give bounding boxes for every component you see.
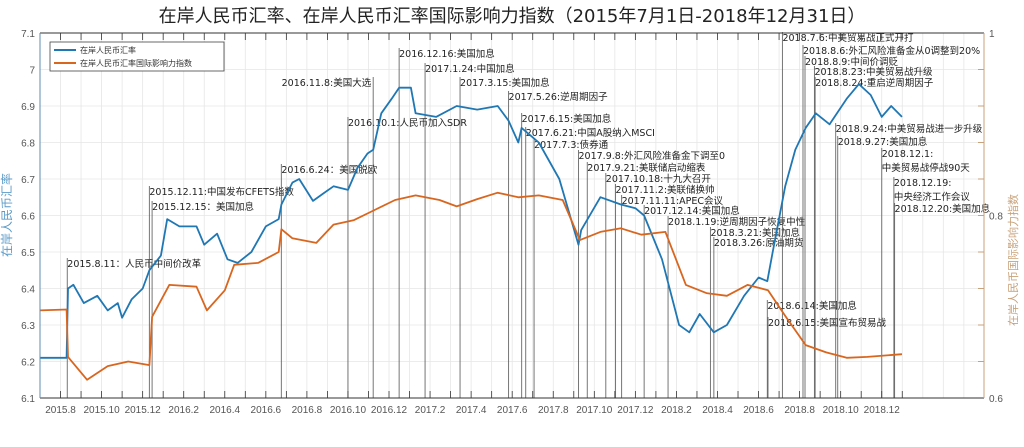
x-tick-label: 2017.6	[497, 405, 528, 416]
axes: 6.16.26.36.46.56.66.76.86.977.10.60.8120…	[21, 29, 1003, 416]
x-tick-label: 2018.4	[702, 405, 733, 416]
y2-tick-label: 1	[989, 29, 995, 40]
event-label: 2017.9.21:美联储启动缩表	[587, 162, 706, 174]
x-tick-label: 2018.2	[661, 405, 692, 416]
y-tick-label: 7	[29, 66, 35, 77]
event-label: 2017.7.3:债券通	[534, 139, 609, 151]
x-tick-label: 2018.6	[743, 405, 774, 416]
x-tick-label: 2017.8	[538, 405, 569, 416]
event-label: 2018.6.15:美国宣布贸易战	[768, 317, 887, 329]
event-label: 2018.8.23:中美贸易战升级	[814, 66, 933, 78]
event-label: 2018.9.24:中美贸易战进一步升级	[836, 123, 983, 135]
series-line-rate	[40, 83, 903, 359]
x-tick-label: 2018.10	[823, 405, 860, 416]
event-label: 中央经济工作会议	[894, 191, 971, 203]
y2-tick-label: 0.8	[989, 212, 1003, 223]
x-tick-label: 2017.2	[415, 405, 446, 416]
event-label: 2018.9.27:美国加息	[838, 136, 928, 148]
x-tick-label: 2016.4	[209, 405, 240, 416]
legend-box	[49, 41, 225, 72]
event-label: 2016.10.1:人民币加入SDR	[348, 118, 467, 129]
y-tick-label: 6.7	[21, 175, 35, 186]
x-tick-label: 2016.10	[330, 405, 367, 416]
y2-tick-label: 0.6	[989, 394, 1003, 405]
event-label: 2017.6.21:中国A股纳入MSCI	[526, 127, 655, 139]
y-tick-label: 6.2	[21, 358, 35, 369]
event-label: 2017.12.14:美国加息	[644, 205, 740, 217]
event-label: 2017.6.15:美国加息	[522, 113, 612, 125]
event-label: 2017.11.11:APEC会议	[622, 195, 724, 207]
event-label: 2017.5.26:逆周期因子	[509, 91, 609, 103]
event-label: 2017.10.18:十九大召开	[606, 173, 712, 185]
y-axis-label: 在岸人民币汇率	[0, 173, 14, 257]
event-label: 2015.12.15：美国加息	[152, 201, 254, 213]
event-label: 2017.1.24:中国加息	[425, 63, 515, 75]
x-tick-label: 2018.8	[784, 405, 815, 416]
x-tick-label: 2016.12	[371, 405, 408, 416]
y-tick-label: 6.9	[21, 102, 35, 113]
event-label: 2018.12.1:	[882, 149, 934, 160]
series-lines	[39, 83, 903, 381]
event-label: 2018.8.9:中间价调贬	[805, 56, 899, 68]
event-label: 2018.8.24:重启逆周期因子	[815, 77, 934, 89]
x-tick-label: 2016.6	[251, 405, 282, 416]
legend-label-rate: 在岸人民币汇率	[80, 45, 136, 55]
y-tick-label: 6.5	[21, 248, 35, 259]
event-label: 2018.8.6:外汇风险准备金从0调整到20%	[803, 45, 980, 57]
y2-axis-label: 在岸人民币国际影响力指数	[1006, 194, 1020, 326]
y-tick-label: 6.6	[21, 212, 35, 223]
series-line-index	[39, 191, 903, 381]
x-tick-label: 2017.10	[576, 405, 613, 416]
y-tick-label: 6.3	[21, 321, 35, 332]
event-label: 2015.12.11:中国发布CFETS指数	[149, 186, 294, 198]
chart-title: 在岸人民币汇率、在岸人民币汇率国际影响力指数（2015年7月1日-2018年12…	[159, 6, 866, 27]
event-label: 2016.11.8:美国大选	[282, 77, 372, 89]
x-tick-label: 2016.8	[292, 405, 323, 416]
event-lines: 2015.8.11：人民币中间价改革 2015.12.11:中国发布CFETS指数…	[66, 32, 991, 398]
x-tick-label: 2017.4	[456, 405, 487, 416]
y-tick-label: 6.1	[21, 394, 35, 405]
x-tick-label: 2018.12	[864, 405, 901, 416]
event-label: 中美贸易战停战90天	[882, 162, 971, 174]
y-tick-label: 7.1	[21, 29, 35, 40]
event-label: 2015.8.11：人民币中间价改革	[67, 258, 201, 270]
x-tick-label: 2016.2	[168, 405, 199, 416]
event-label: 2018.12.19:	[894, 178, 952, 189]
y-tick-label: 6.8	[21, 139, 35, 150]
event-label: 2017.9.8:外汇风险准备金下调至0	[579, 150, 726, 162]
event-label: 2018.1.19:逆周期因子恢复中性	[668, 216, 806, 228]
event-label: 2017.11.2:美联储换帅	[616, 184, 715, 196]
event-label: 2018.12.20:美国加息	[895, 203, 991, 215]
y-tick-label: 6.4	[21, 285, 35, 296]
event-label: 2018.6.14:美国加息	[767, 300, 857, 312]
event-label: 2017.3.15:美国加息	[460, 77, 550, 89]
x-tick-label: 2017.12	[617, 405, 654, 416]
x-tick-label: 2015.12	[125, 405, 162, 416]
event-label: 2018.3.26:原油期货	[714, 237, 804, 249]
legend-label-index: 在岸人民币汇率国际影响力指数	[80, 58, 192, 68]
event-label: 2018.7.6:中美贸易战正式开打	[782, 32, 914, 44]
x-tick-label: 2015.8	[45, 405, 76, 416]
legend: 在岸人民币汇率 在岸人民币汇率国际影响力指数	[49, 41, 225, 72]
x-tick-label: 2015.10	[84, 405, 121, 416]
event-label: 2016.12.16:美国加息	[399, 48, 495, 60]
event-label: 2016.6.24：美国脱欧	[281, 164, 377, 176]
